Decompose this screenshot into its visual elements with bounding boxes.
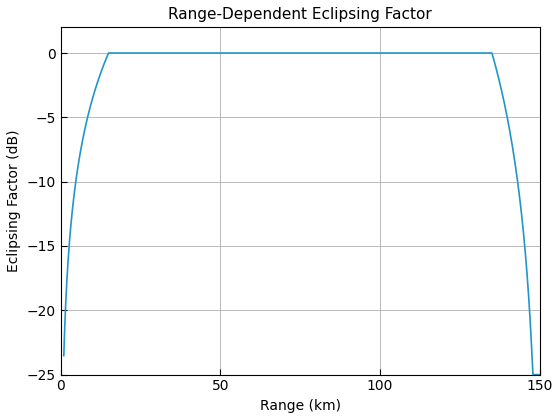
X-axis label: Range (km): Range (km) bbox=[260, 399, 340, 413]
Title: Range-Dependent Eclipsing Factor: Range-Dependent Eclipsing Factor bbox=[169, 7, 432, 22]
Y-axis label: Eclipsing Factor (dB): Eclipsing Factor (dB) bbox=[7, 130, 21, 272]
